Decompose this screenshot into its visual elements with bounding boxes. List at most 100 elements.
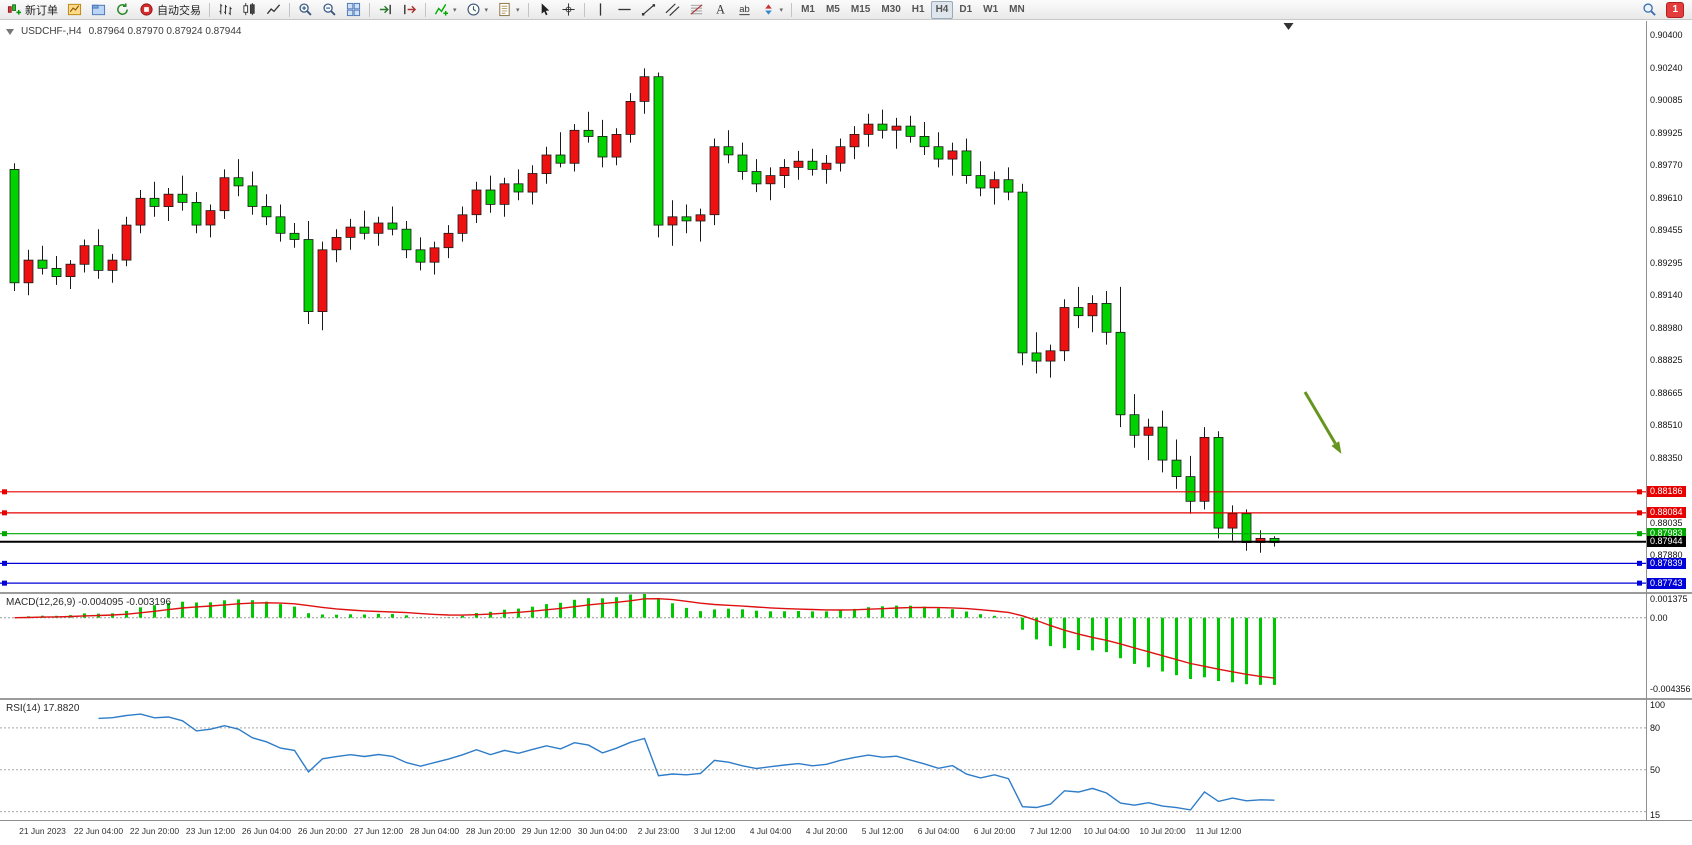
line-chart-mode-button[interactable] — [262, 1, 285, 19]
rsi-tick-label: 80 — [1650, 722, 1661, 733]
svg-text:ab: ab — [739, 4, 749, 14]
toolbar-separator — [527, 2, 529, 17]
vertical-line-tool-button[interactable] — [589, 1, 612, 19]
toolbar-separator — [369, 2, 370, 17]
bar-chart-mode-button[interactable] — [214, 1, 237, 19]
tf-m1-button[interactable]: M1 — [796, 1, 820, 19]
price-tick-label: 0.90400 — [1650, 30, 1683, 41]
charts-page-button[interactable] — [63, 1, 86, 19]
time-axis-label: 23 Jun 12:00 — [185, 826, 236, 836]
tf-d1-label: D1 — [959, 4, 973, 15]
notifications-badge[interactable]: 1 — [1666, 1, 1684, 18]
channel-tool-button[interactable] — [661, 1, 684, 19]
zoom-out-icon — [322, 2, 337, 17]
fibonacci-tool-button[interactable] — [685, 1, 708, 19]
new-order-label: 新订单 — [25, 4, 58, 17]
macd-plot[interactable] — [0, 594, 1646, 698]
tile-windows-button[interactable] — [342, 1, 365, 19]
trendline-icon — [641, 2, 656, 17]
refresh-button[interactable] — [111, 1, 134, 19]
toolbar-separator — [289, 2, 290, 17]
panel-divider[interactable] — [0, 698, 1692, 700]
time-axis-label: 28 Jun 20:00 — [465, 826, 516, 836]
cursor-tool-button[interactable] — [533, 1, 556, 19]
level-lines-group[interactable] — [0, 489, 1646, 586]
time-axis-label: 6 Jul 04:00 — [917, 826, 960, 836]
fibonacci-icon — [689, 2, 704, 17]
level-price-label: 0.88084 — [1647, 507, 1686, 519]
time-axis-label: 28 Jun 04:00 — [409, 826, 460, 836]
price-chart-panel[interactable]: USDCHF-,H4 0.87964 0.87970 0.87924 0.879… — [0, 21, 1692, 592]
time-axis-label: 6 Jul 20:00 — [973, 826, 1016, 836]
price-chart-plot[interactable] — [0, 21, 1646, 592]
refresh-icon — [115, 2, 130, 17]
price-tick-label: 0.89610 — [1650, 193, 1683, 204]
crosshair-tool-button[interactable] — [557, 1, 580, 19]
new-order-button[interactable]: 新订单 — [3, 1, 62, 19]
rsi-scale[interactable]: 100 80 50 15 — [1648, 700, 1692, 820]
macd-tick-label: -0.004356 — [1650, 684, 1691, 695]
horizontal-line-tool-button[interactable] — [613, 1, 636, 19]
chart-window[interactable]: USDCHF-,H4 0.87964 0.87970 0.87924 0.879… — [0, 21, 1692, 845]
macd-panel[interactable]: MACD(12,26,9) -0.004095 -0.003196 0.0013… — [0, 594, 1692, 698]
rsi-plot[interactable] — [0, 700, 1646, 820]
time-axis[interactable]: 21 Jun 2023 22 Jun 04:00 22 Jun 20:00 23 Ju… — [0, 820, 1692, 845]
arrows-tool-button[interactable] — [757, 1, 788, 19]
panel-divider[interactable] — [0, 592, 1692, 594]
templates-button[interactable] — [493, 1, 524, 19]
one-click-trading-toggle[interactable] — [6, 28, 14, 35]
bar-chart-icon — [218, 2, 233, 17]
time-axis-label: 22 Jun 20:00 — [129, 826, 180, 836]
tf-m5-button[interactable]: M5 — [821, 1, 845, 19]
tf-m30-button[interactable]: M30 — [876, 1, 905, 19]
macd-tick-label: 0.001375 — [1650, 594, 1688, 604]
label-icon: ab — [737, 2, 752, 17]
price-tick-label: 0.87880 — [1650, 549, 1683, 560]
zoom-out-button[interactable] — [318, 1, 341, 19]
price-tick-label: 0.89770 — [1650, 160, 1683, 171]
tf-h1-button[interactable]: H1 — [907, 1, 930, 19]
time-axis-label: 26 Jun 20:00 — [297, 826, 348, 836]
candle-chart-mode-button[interactable] — [238, 1, 261, 19]
level-price-label: 0.87743 — [1647, 577, 1686, 589]
tf-m15-button[interactable]: M15 — [846, 1, 875, 19]
time-axis-label: 21 Jun 2023 — [19, 826, 66, 836]
tf-mn-button[interactable]: MN — [1004, 1, 1030, 19]
time-axis-label: 2 Jul 23:00 — [637, 826, 680, 836]
macd-scale[interactable]: 0.001375 0.00 -0.004356 — [1648, 594, 1692, 698]
auto-trading-button[interactable]: 自动交易 — [135, 1, 205, 19]
main-toolbar: 新订单 自动交易 Aab M1 M5 M15 M30 H1 H4 D1 W1 MN 1 — [0, 0, 1692, 20]
level-price-label: 0.88186 — [1647, 486, 1686, 498]
level-price-label: 0.87839 — [1647, 557, 1686, 569]
macd-histogram-series — [27, 594, 1276, 685]
profiles-button[interactable] — [87, 1, 110, 19]
svg-text:A: A — [716, 3, 725, 17]
trendline-tool-button[interactable] — [637, 1, 660, 19]
tf-w1-button[interactable]: W1 — [978, 1, 1003, 19]
tf-d1-button[interactable]: D1 — [954, 1, 977, 19]
search-button[interactable] — [1638, 1, 1661, 19]
indicators-icon — [434, 2, 449, 17]
toolbar-separator — [425, 2, 426, 17]
label-tool-button[interactable]: ab — [733, 1, 756, 19]
periods-button[interactable] — [462, 1, 493, 19]
chart-shift-button[interactable] — [398, 1, 421, 19]
tf-h4-button[interactable]: H4 — [930, 0, 954, 19]
time-axis-label: 3 Jul 12:00 — [693, 826, 736, 836]
zoom-in-button[interactable] — [294, 1, 317, 19]
rsi-panel[interactable]: RSI(14) 17.8820 100 80 50 15 — [0, 700, 1692, 820]
macd-tick-label: 0.00 — [1650, 612, 1668, 623]
chart-shift-marker[interactable] — [1283, 23, 1294, 30]
price-tick-label: 0.88980 — [1650, 323, 1683, 334]
trend-arrow-annotation[interactable] — [1303, 391, 1342, 454]
time-axis-label: 10 Jul 04:00 — [1083, 826, 1130, 836]
auto-scroll-button[interactable] — [374, 1, 397, 19]
price-scale[interactable]: 0.90400 0.90240 0.90085 0.89925 0.89770 0.896… — [1648, 21, 1692, 592]
chart-symbol-label: USDCHF-,H4 — [21, 26, 82, 37]
tf-h4-label: H4 — [935, 4, 949, 15]
time-axis-label: 5 Jul 12:00 — [861, 826, 904, 836]
text-tool-button[interactable]: A — [709, 1, 732, 19]
search-icon — [1642, 2, 1657, 17]
time-axis-label: 22 Jun 04:00 — [73, 826, 124, 836]
indicators-button[interactable] — [430, 1, 461, 19]
